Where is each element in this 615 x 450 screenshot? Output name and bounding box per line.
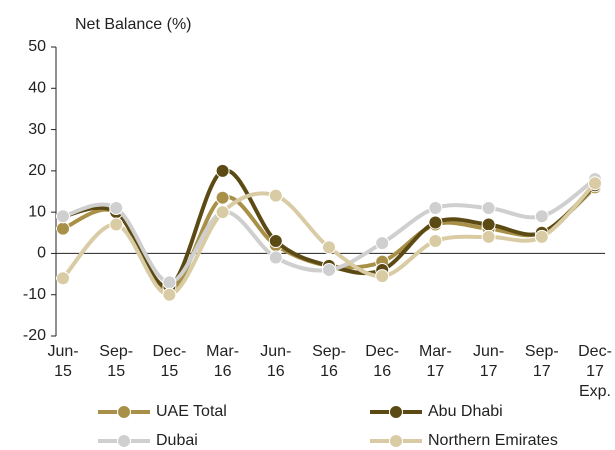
- y-tick-label: -20: [23, 327, 46, 344]
- legend-marker: [117, 434, 131, 448]
- x-tick-label-line: Mar-: [206, 343, 239, 360]
- point: [588, 176, 602, 191]
- x-tick-label: Jun- 16: [260, 343, 291, 380]
- legend-marker: [117, 405, 131, 419]
- legend-label: Dubai: [156, 432, 198, 449]
- x-tick-label-line: 16: [267, 363, 285, 380]
- point: [215, 205, 230, 220]
- point: [375, 236, 390, 251]
- x-tick-label-line: 15: [54, 363, 72, 380]
- x-tick-label: Dec- 15: [153, 343, 187, 380]
- series-line: [62, 168, 597, 289]
- x-tick-label-line: 16: [320, 363, 338, 380]
- point: [215, 163, 230, 178]
- x-tick-label-line: 15: [107, 363, 125, 380]
- x-tick-label-line: 15: [161, 363, 179, 380]
- point: [268, 188, 283, 203]
- x-tick-label: Jun- 15: [47, 343, 78, 380]
- point: [322, 240, 336, 255]
- legend-label: UAE Total: [156, 403, 227, 420]
- x-tick-label-line: 16: [214, 363, 232, 380]
- y-tick-label: 50: [28, 38, 46, 55]
- series-line: [61, 181, 597, 297]
- x-tick-label: Sep- 15: [99, 343, 133, 380]
- legend-marker: [389, 405, 403, 419]
- x-tick-label-line: Exp.: [579, 383, 611, 400]
- point: [56, 271, 70, 286]
- point: [428, 201, 443, 216]
- y-axis-label: Net Balance (%): [75, 16, 192, 33]
- x-tick-label-line: Sep-: [312, 343, 346, 360]
- point: [162, 287, 177, 302]
- x-tick-label-line: Sep-: [99, 343, 133, 360]
- x-tick-label-line: 17: [427, 363, 445, 380]
- point: [534, 229, 549, 244]
- point: [215, 190, 230, 205]
- x-tick-label: Dec- 17 Exp.: [578, 343, 612, 400]
- legend-label: Abu Dhabi: [428, 403, 503, 420]
- x-tick-label: Sep- 16: [312, 343, 346, 380]
- point: [268, 234, 283, 249]
- x-tick-label-line: 17: [586, 363, 604, 380]
- y-tick-label: -10: [23, 286, 46, 303]
- x-tick-label-line: Jun-: [47, 343, 78, 360]
- series-line: [62, 177, 597, 285]
- point: [481, 217, 496, 232]
- y-tick-label: 0: [37, 245, 46, 262]
- legend-marker: [389, 434, 403, 448]
- point: [428, 215, 443, 230]
- x-tick-label-line: 17: [533, 363, 551, 380]
- y-tick-label: 40: [28, 80, 46, 97]
- x-tick-label-line: Jun-: [473, 343, 504, 360]
- x-tick-label-line: 17: [480, 363, 498, 380]
- x-tick-label-line: Sep-: [525, 343, 559, 360]
- point: [56, 221, 70, 236]
- y-tick-label: 30: [28, 121, 46, 138]
- x-tick-label-line: Mar-: [419, 343, 452, 360]
- point: [56, 209, 70, 224]
- x-tick-label-line: Dec-: [365, 343, 399, 360]
- x-tick-label: Mar- 16: [206, 343, 239, 380]
- point: [534, 209, 549, 224]
- point: [375, 269, 390, 284]
- y-tick-label: 10: [28, 203, 46, 220]
- point: [109, 201, 124, 216]
- point: [109, 217, 124, 232]
- x-tick-label: Sep- 17: [525, 343, 559, 380]
- x-tick-label: Jun- 17: [473, 343, 504, 380]
- x-tick-label-line: Jun-: [260, 343, 291, 360]
- point: [481, 201, 496, 216]
- point: [268, 250, 283, 265]
- y-tick-label: 20: [28, 162, 46, 179]
- point: [481, 229, 496, 244]
- point: [322, 262, 336, 277]
- x-tick-label-line: Dec-: [578, 343, 612, 360]
- x-tick-label: Mar- 17: [419, 343, 452, 380]
- x-tick-label-line: 16: [373, 363, 391, 380]
- x-tick-label-line: Dec-: [153, 343, 187, 360]
- legend-label: Northern Emirates: [428, 432, 558, 449]
- point: [428, 234, 443, 249]
- x-tick-label: Dec- 16: [365, 343, 399, 380]
- point: [162, 275, 177, 290]
